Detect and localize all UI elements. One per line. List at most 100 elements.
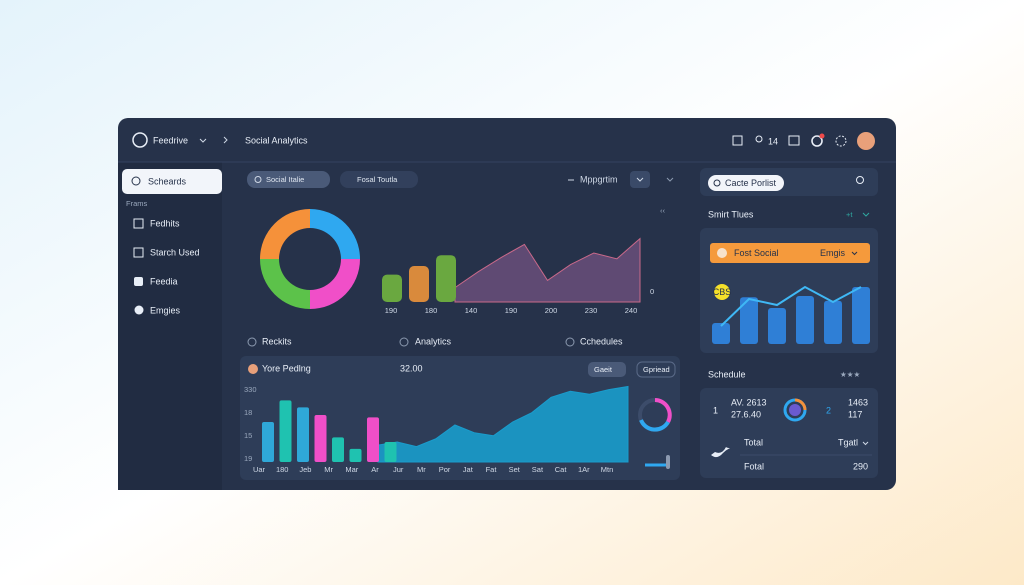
bar	[409, 266, 429, 302]
filter-pill[interactable]	[340, 171, 418, 188]
bar	[332, 437, 344, 462]
trend-line	[720, 285, 862, 327]
stat-line: 1463	[848, 397, 868, 407]
chevron	[636, 177, 644, 182]
stat-line: 27.6.40	[731, 409, 761, 419]
x-tick-label: 180	[276, 465, 289, 474]
dropdown-button[interactable]	[630, 171, 650, 188]
bar	[796, 296, 814, 344]
row-label: Fotal	[744, 461, 764, 471]
dropdown-label[interactable]: Mppgrtim	[580, 174, 618, 184]
y-tick-label: 18	[244, 408, 252, 417]
x-tick-label: 240	[625, 306, 638, 315]
button-label: Gpriead	[643, 365, 670, 374]
x-tick-label: Mr	[417, 465, 426, 474]
edit-icon[interactable]	[788, 135, 800, 146]
search-text: Scheards	[148, 176, 187, 186]
brand-icon	[132, 132, 148, 148]
nav-label: Feedia	[150, 276, 178, 286]
nav-label: Emgies	[150, 305, 181, 315]
x-tick-label: Set	[509, 465, 521, 474]
button[interactable]	[636, 361, 676, 378]
chevron	[199, 138, 207, 143]
status-core	[789, 404, 801, 416]
nav-item[interactable]: Starch Used	[133, 247, 200, 258]
stat-number: 2	[826, 405, 831, 415]
nav-item[interactable]: Feedia	[134, 276, 178, 286]
row-label: Total	[744, 437, 763, 447]
stat-line: AV. 2613	[731, 397, 767, 407]
notification-dot	[819, 133, 825, 139]
home-icon[interactable]	[732, 135, 743, 146]
rating: ★★★	[840, 370, 860, 379]
x-tick-label: 1Ar	[578, 465, 590, 474]
tab-icon	[247, 337, 257, 347]
y-tick-label: 15	[244, 431, 252, 440]
filter-pill[interactable]	[247, 171, 330, 188]
chat-icon[interactable]	[811, 135, 823, 147]
bar	[852, 287, 870, 344]
bar	[436, 255, 456, 302]
bar	[367, 417, 379, 462]
nav-icon	[134, 305, 144, 315]
stat-line: 117	[848, 409, 862, 419]
bar	[768, 308, 786, 344]
section-title: Schedule	[708, 369, 746, 379]
x-tick-label: Jeb	[299, 465, 311, 474]
button-label: Gaeit	[594, 365, 613, 374]
x-tick-label: Por	[439, 465, 451, 474]
x-tick-label: Jat	[463, 465, 474, 474]
search-box[interactable]	[122, 169, 222, 194]
section-title: Smirt Tlues	[708, 209, 754, 219]
tab-label: Cchedules	[580, 336, 623, 346]
banner	[710, 243, 870, 263]
search-icon	[131, 176, 141, 186]
banner-avatar	[717, 248, 727, 258]
donut-segment	[260, 259, 310, 309]
y-tick-label: 330	[244, 385, 257, 394]
tab[interactable]: Reckits	[247, 336, 292, 347]
profile-icon	[856, 176, 864, 184]
area	[377, 385, 629, 463]
filter-icon	[254, 176, 262, 183]
status-arc	[794, 398, 807, 411]
tab[interactable]: Cchedules	[565, 336, 623, 347]
tab-label: Analytics	[415, 336, 452, 346]
nav-icon	[134, 277, 143, 286]
nav-item[interactable]: Fedhits	[133, 218, 180, 229]
tab[interactable]: Analytics	[399, 336, 452, 347]
bar	[349, 448, 362, 462]
x-tick-label: Sat	[532, 465, 544, 474]
banner-button[interactable]: Emgis	[820, 248, 846, 258]
stat-number: 1	[713, 405, 718, 415]
tab-label: Reckits	[262, 336, 292, 346]
filter-label: Social Italie	[266, 175, 304, 184]
bar	[824, 300, 842, 344]
chevron	[862, 441, 869, 446]
x-tick-label: Cat	[555, 465, 568, 474]
bar	[384, 441, 397, 462]
donut-segment	[310, 259, 360, 309]
nav-icon	[133, 218, 144, 229]
link[interactable]: +t	[846, 210, 853, 219]
button-label: Cacte Porlist	[725, 178, 777, 188]
nav-label: Starch Used	[150, 247, 200, 257]
nav-item[interactable]: Emgies	[134, 305, 181, 315]
nav-label: Fedhits	[150, 218, 180, 228]
button[interactable]	[708, 175, 784, 191]
filter-label: Fosal Toutla	[357, 175, 398, 184]
bar	[297, 407, 309, 462]
y-tick-label: 19	[244, 454, 252, 463]
collapse-icon: ‹‹	[660, 206, 665, 215]
avatar[interactable]	[857, 132, 875, 150]
settings-icon[interactable]	[835, 135, 847, 147]
banner-label: Fost Social	[734, 248, 779, 258]
progress-arc	[639, 419, 670, 432]
bar	[740, 297, 758, 344]
brand: Feedrive	[153, 135, 188, 145]
x-tick-label: 180	[425, 306, 438, 315]
button[interactable]	[588, 362, 626, 377]
slider-knob[interactable]	[666, 455, 670, 469]
user-icon[interactable]	[755, 135, 763, 143]
